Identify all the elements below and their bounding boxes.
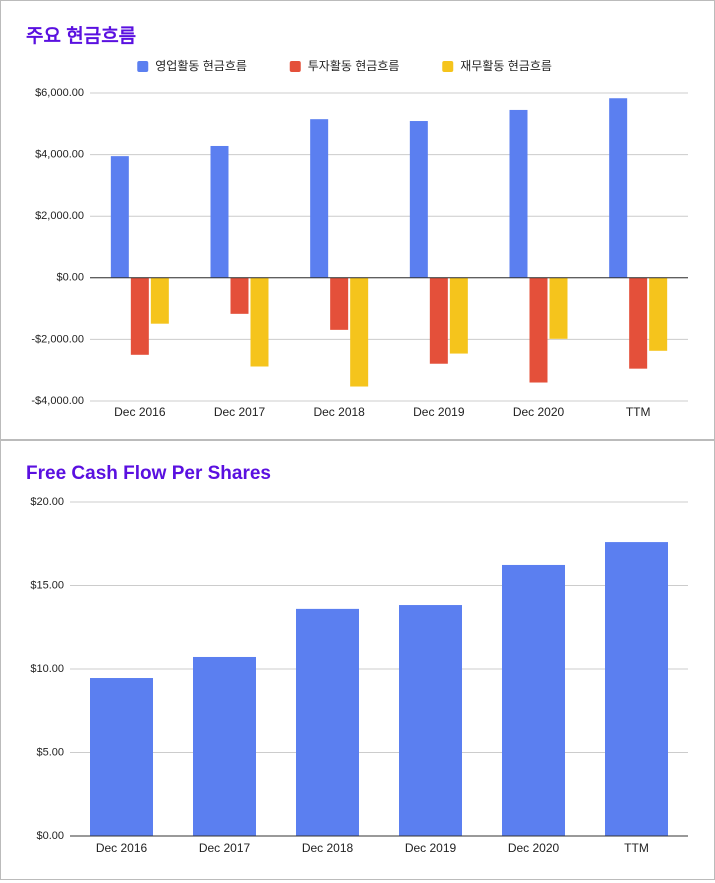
y-tick-label: $4,000.00 — [35, 149, 84, 161]
bar — [210, 145, 229, 278]
bar — [449, 277, 468, 354]
x-tick-label: Dec 2017 — [214, 405, 266, 419]
chart: 주요 현금흐름 -$4,000.00 -$2,000.00 $0.00 $2,000.… — [0, 0, 715, 440]
x-tick-label: Dec 2016 — [114, 405, 166, 419]
x-tick-label: Dec 2020 — [513, 405, 565, 419]
bar — [649, 277, 668, 351]
bar — [250, 277, 269, 367]
bar — [130, 277, 149, 355]
x-tick-label: Dec 2018 — [302, 841, 354, 855]
chart: Free Cash Flow Per Shares $0.00 $5.00 $10.… — [0, 440, 715, 880]
bar — [230, 277, 249, 314]
y-tick-label: $5.00 — [36, 746, 64, 758]
x-tick-label: Dec 2020 — [508, 841, 560, 855]
y-tick-label: -$4,000.00 — [31, 395, 84, 407]
bar — [296, 608, 359, 836]
bar — [529, 277, 548, 383]
bar — [549, 277, 568, 339]
chart-title: Free Cash Flow Per Shares — [26, 463, 271, 484]
legend-label: 재무활동 현금흐름 — [460, 59, 552, 73]
bar — [310, 119, 329, 278]
bar — [409, 121, 428, 278]
legend-swatch — [137, 61, 149, 72]
bar — [350, 277, 369, 387]
bar — [193, 656, 256, 836]
legend-swatch — [442, 61, 454, 72]
bar — [150, 277, 169, 324]
chart-title: 주요 현금흐름 — [26, 25, 136, 47]
x-tick-label: Dec 2019 — [413, 405, 465, 419]
y-tick-label: -$2,000.00 — [31, 333, 84, 345]
y-tick-label: $20.00 — [30, 496, 64, 508]
bar — [609, 98, 628, 278]
bar — [90, 678, 153, 836]
y-tick-label: $0.00 — [56, 272, 84, 284]
x-tick-label: Dec 2018 — [313, 405, 365, 419]
x-tick-label: TTM — [624, 841, 649, 855]
bar — [509, 109, 528, 278]
x-tick-label: Dec 2016 — [96, 841, 148, 855]
y-tick-label: $6,000.00 — [35, 87, 84, 99]
bar — [629, 277, 648, 369]
bar — [110, 156, 129, 278]
legend-swatch — [289, 61, 301, 72]
bar — [502, 564, 565, 836]
bar — [399, 605, 462, 836]
y-tick-label: $0.00 — [36, 830, 64, 842]
bar — [429, 277, 448, 364]
y-tick-label: $10.00 — [30, 663, 64, 675]
legend-label: 영업활동 현금흐름 — [155, 59, 247, 73]
bar — [330, 277, 349, 330]
y-tick-label: $2,000.00 — [35, 210, 84, 222]
x-tick-label: Dec 2017 — [199, 841, 251, 855]
y-tick-label: $15.00 — [30, 579, 64, 591]
bar — [605, 542, 668, 836]
x-tick-label: Dec 2019 — [405, 841, 457, 855]
legend-label: 투자활동 현금흐름 — [308, 59, 400, 73]
x-tick-label: TTM — [626, 405, 651, 419]
